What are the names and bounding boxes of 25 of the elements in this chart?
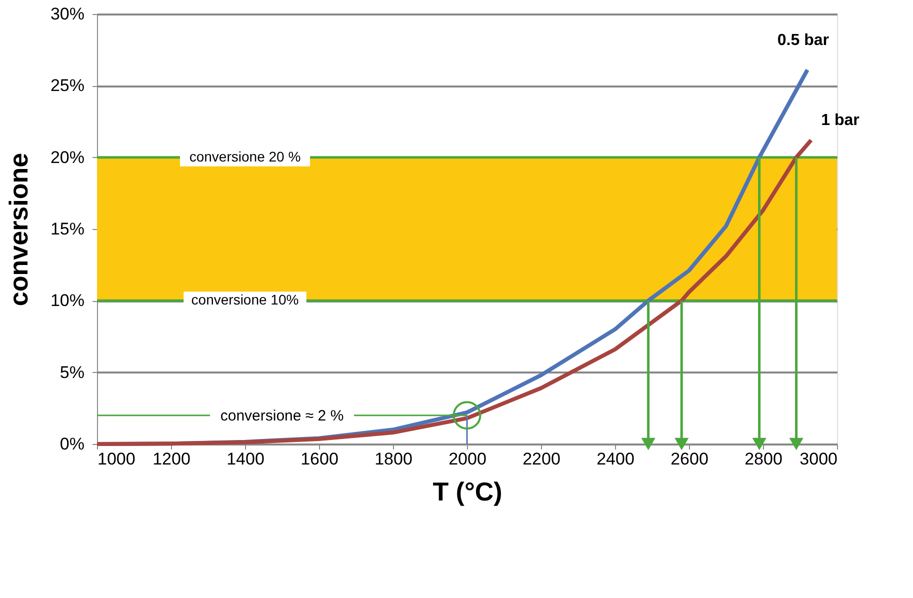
- annotation: conversione ≈ 2 %: [220, 407, 344, 424]
- series-label: 0.5 bar: [777, 32, 829, 49]
- ref-line-label: conversione 10%: [191, 292, 299, 308]
- x-tick-label: 2000: [448, 450, 486, 468]
- y-tick-label: 20%: [50, 148, 84, 167]
- y-tick-label: 5%: [60, 362, 84, 382]
- x-tick-label: 2200: [522, 450, 560, 468]
- x-tick-label: 1600: [300, 450, 338, 468]
- y-tick-label: 30%: [50, 4, 84, 24]
- series-label: 1 bar: [821, 112, 860, 130]
- x-tick-label: 1400: [226, 450, 264, 468]
- x-tick-label: 1000: [98, 450, 136, 468]
- x-tick-label: 2800: [744, 450, 782, 468]
- x-axis-title: T (°C): [432, 476, 502, 506]
- y-tick-label: 0%: [60, 434, 84, 454]
- x-tick-label: 2400: [596, 450, 634, 468]
- y-tick-label: 10%: [50, 291, 84, 310]
- y-axis-title: conversione: [3, 152, 34, 306]
- x-tick-label: 3000: [800, 450, 838, 468]
- ref-line-label: conversione 20 %: [189, 148, 301, 164]
- x-tick-label: 2600: [670, 450, 708, 468]
- x-tick-label: 1800: [374, 450, 412, 468]
- y-tick-label: 25%: [50, 76, 84, 96]
- x-tick-label: 1200: [152, 450, 190, 468]
- y-tick-label: 15%: [50, 220, 84, 238]
